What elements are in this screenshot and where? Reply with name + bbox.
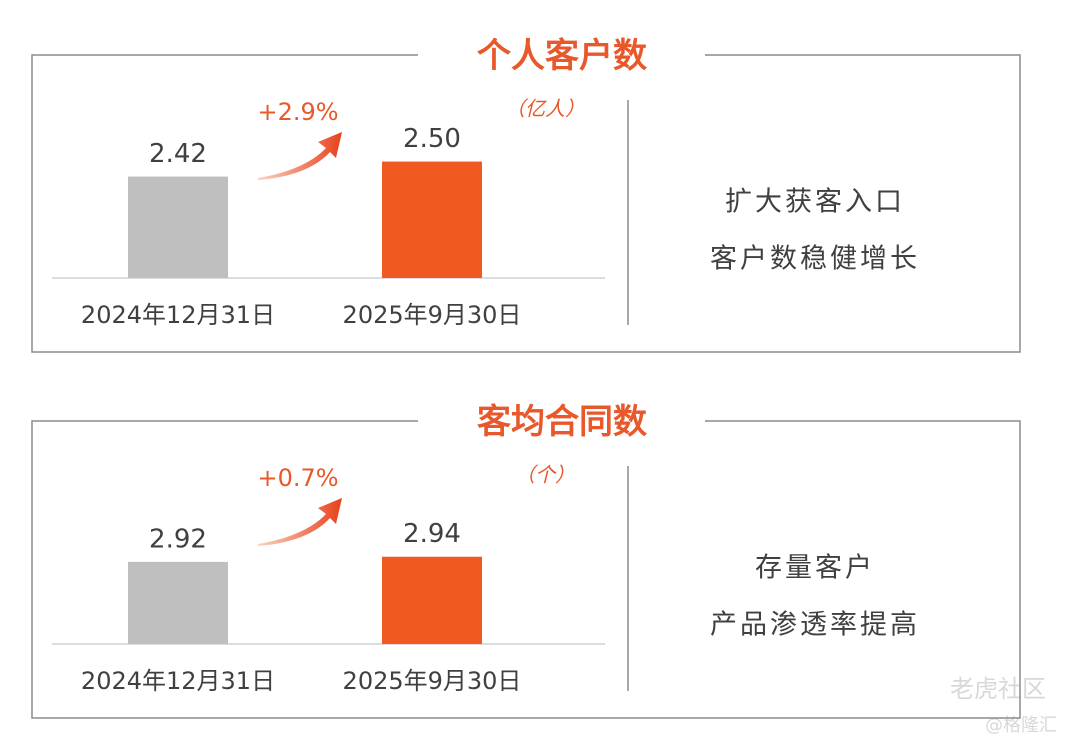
change-label: +0.7%	[257, 464, 338, 492]
bar	[128, 176, 228, 278]
watermark: 老虎社区	[950, 675, 1046, 703]
category-label: 2025年9月30日	[343, 667, 522, 695]
value-label: 2.42	[149, 139, 207, 169]
panel-frame	[31, 54, 1021, 353]
value-label: 2.94	[403, 519, 461, 549]
change-label: +2.9%	[257, 98, 338, 126]
value-label: 2.92	[149, 524, 207, 554]
watermark: @格隆汇	[985, 715, 1057, 736]
note: 存量客户	[755, 553, 875, 584]
category-label: 2025年9月30日	[343, 301, 522, 329]
category-label: 2024年12月31日	[81, 667, 275, 695]
unit-label: （个）	[515, 463, 575, 487]
category-label: 2024年12月31日	[81, 301, 275, 329]
note: 产品渗透率提高	[710, 610, 920, 641]
note: 扩大获客入口	[725, 187, 905, 218]
panel-title: 客均合同数	[477, 402, 647, 442]
note: 客户数稳健增长	[710, 244, 920, 275]
panel-title: 个人客户数	[477, 36, 647, 76]
bar	[382, 161, 482, 278]
bar	[128, 561, 228, 644]
growth-arrow	[258, 498, 342, 546]
bar	[382, 556, 482, 644]
panel-frame	[31, 420, 1021, 719]
unit-label: （亿人）	[505, 97, 585, 121]
growth-arrow	[258, 132, 342, 180]
value-label: 2.50	[403, 124, 461, 154]
